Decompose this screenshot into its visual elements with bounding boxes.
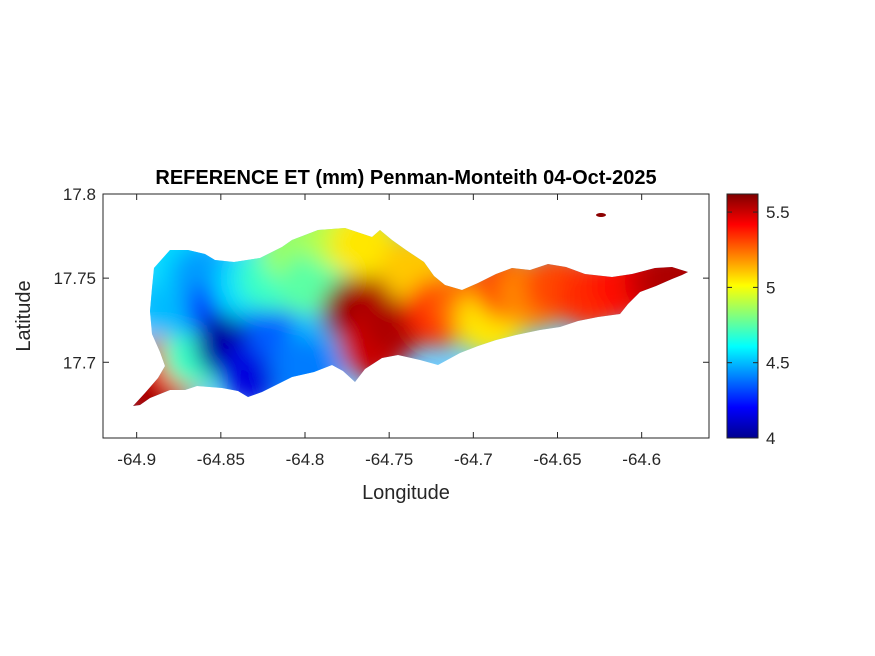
- y-tick-label: 17.7: [63, 353, 96, 372]
- y-tick-label: 17.75: [53, 269, 96, 288]
- x-tick-label: -64.7: [454, 450, 493, 469]
- colorbar-tick-label: 4.5: [766, 354, 790, 373]
- x-tick-label: -64.6: [622, 450, 661, 469]
- x-axis-label: Longitude: [362, 482, 450, 504]
- x-tick-label: -64.75: [365, 450, 413, 469]
- x-tick-label: -64.8: [286, 450, 325, 469]
- x-tick-label: -64.85: [197, 450, 245, 469]
- y-tick-label: 17.8: [63, 185, 96, 204]
- y-axis-label: Latitude: [13, 280, 35, 351]
- chart-title: REFERENCE ET (mm) Penman-Monteith 04-Oct…: [155, 167, 656, 189]
- colorbar-tick-label: 5: [766, 278, 775, 297]
- x-axis: -64.9 -64.85 -64.8 -64.75 -64.7 -64.65 -64.6: [117, 194, 661, 469]
- y-axis: 17.7 17.75 17.8: [53, 185, 709, 372]
- x-tick-label: -64.65: [533, 450, 581, 469]
- colorbar-tick-label: 4: [766, 429, 775, 448]
- colorbar-gradient: [727, 194, 758, 438]
- colorbar-ticks: 4 4.5 5 5.5: [727, 203, 790, 448]
- islet-mark: [596, 213, 606, 217]
- islet: [596, 213, 606, 217]
- colorbar-frame: [726, 193, 759, 439]
- axes-frame: [102, 193, 710, 439]
- plot-area: [102, 193, 710, 439]
- et-sample: [329, 228, 398, 279]
- x-tick-label: -64.9: [117, 450, 156, 469]
- colorbar: 4 4.5 5 5.5: [726, 193, 790, 448]
- colorbar-tick-label: 5.5: [766, 203, 790, 222]
